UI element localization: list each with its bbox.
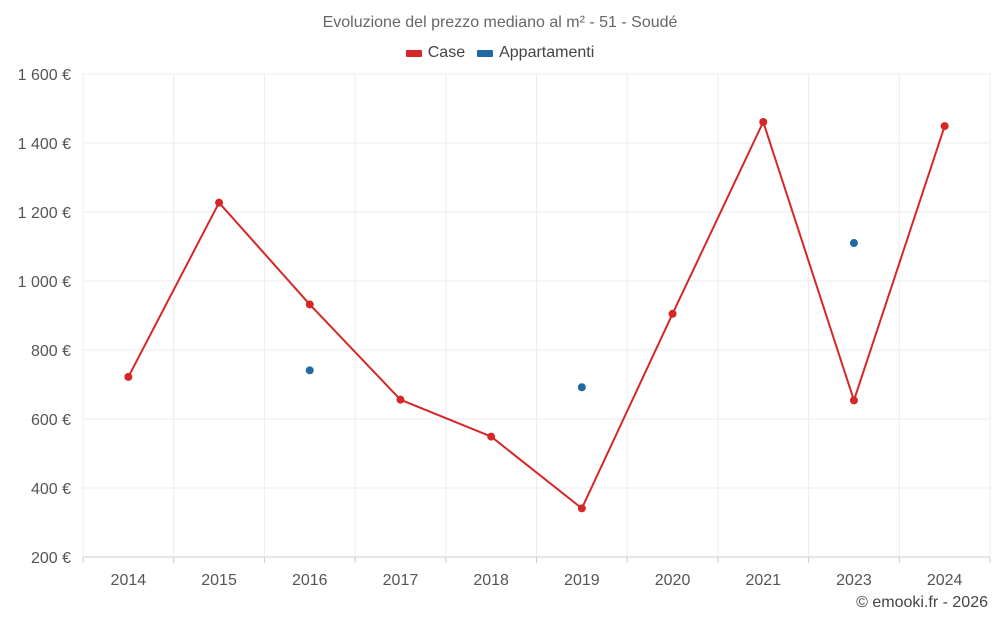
legend-swatch-case — [405, 49, 422, 57]
legend-swatch-appartamenti — [477, 49, 494, 57]
axis-layer: 200 € 400 € 600 € 800 € 1 000 € 1 200 € 1 400 … — [18, 67, 991, 589]
data-point-case[interactable] — [487, 432, 496, 441]
data-point-case[interactable] — [124, 372, 133, 381]
y-tick-label: 1 600 € — [18, 67, 71, 84]
data-point-case[interactable] — [577, 504, 586, 513]
data-point-appartamenti[interactable] — [305, 366, 314, 375]
legend-item-case[interactable]: Case — [405, 44, 466, 62]
y-tick-label: 1 000 € — [18, 274, 71, 291]
data-point-case[interactable] — [940, 122, 949, 131]
grid-layer — [82, 73, 991, 558]
x-tick-label: 2014 — [111, 572, 147, 589]
x-tick-label: 2017 — [383, 572, 419, 589]
legend-label-appartamenti: Appartamenti — [499, 44, 595, 61]
x-tick-label: 2023 — [836, 572, 872, 589]
y-tick-label: 200 € — [31, 550, 71, 567]
credit-text: © emooki.fr - 2026 — [856, 594, 988, 611]
data-point-appartamenti[interactable] — [849, 239, 858, 248]
data-point-appartamenti[interactable] — [577, 383, 586, 392]
y-tick-label: 400 € — [31, 481, 71, 498]
x-tick-label: 2019 — [564, 572, 600, 589]
y-tick-label: 800 € — [31, 343, 71, 360]
x-tick-label: 2015 — [201, 572, 237, 589]
chart-title: Evoluzione del prezzo mediano al m² - 51… — [322, 14, 678, 31]
y-tick-label: 600 € — [31, 412, 71, 429]
x-tick-label: 2024 — [927, 572, 963, 589]
legend-label-case: Case — [427, 44, 466, 61]
data-point-case[interactable] — [759, 117, 768, 126]
series-layer — [124, 117, 949, 513]
data-point-case[interactable] — [668, 309, 677, 318]
data-point-case[interactable] — [305, 300, 314, 309]
data-point-case[interactable] — [849, 396, 858, 405]
chart-legend: Case Appartamenti — [0, 44, 1000, 62]
series-line-case — [127, 120, 946, 510]
x-tick-label: 2018 — [473, 572, 509, 589]
y-tick-label: 1 400 € — [18, 136, 71, 153]
y-tick-label: 1 200 € — [18, 205, 71, 222]
legend-item-appartamenti[interactable]: Appartamenti — [477, 44, 594, 62]
x-tick-label: 2016 — [292, 572, 328, 589]
x-tick-label: 2020 — [655, 572, 691, 589]
x-tick-label: 2021 — [745, 572, 781, 589]
data-point-case[interactable] — [215, 198, 224, 207]
data-point-case[interactable] — [396, 395, 405, 404]
